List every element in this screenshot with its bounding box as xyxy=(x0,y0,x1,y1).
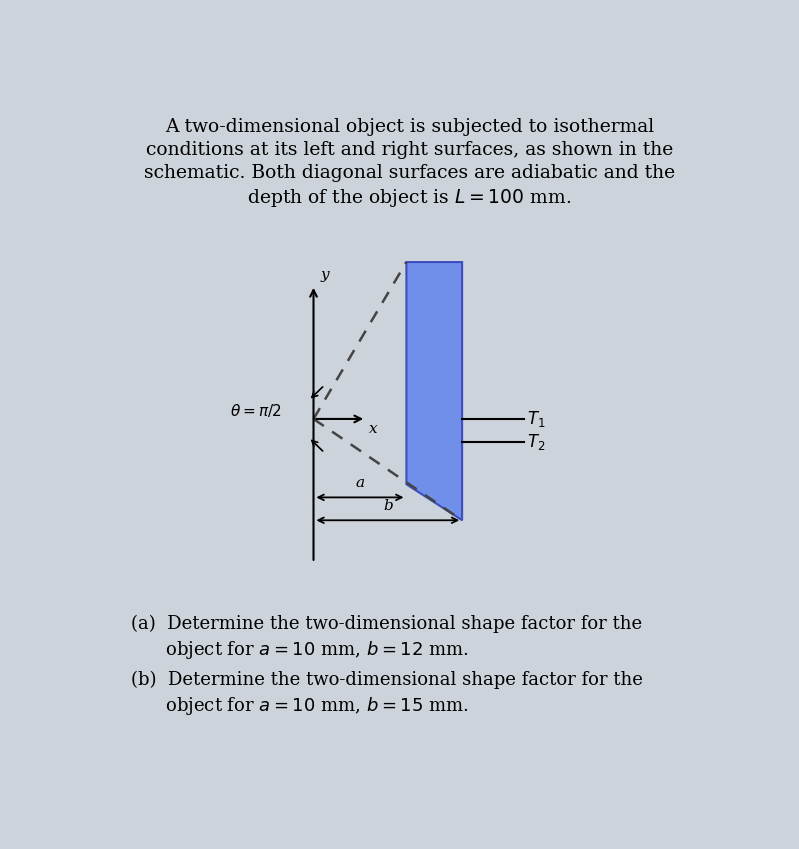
Text: conditions at its left and right surfaces, as shown in the: conditions at its left and right surface… xyxy=(146,141,673,159)
Text: $T_2$: $T_2$ xyxy=(527,432,546,452)
Text: (a)  Determine the two-dimensional shape factor for the: (a) Determine the two-dimensional shape … xyxy=(131,615,642,633)
Text: b: b xyxy=(383,499,392,513)
Text: $\theta = \pi/2$: $\theta = \pi/2$ xyxy=(230,402,282,419)
Text: x: x xyxy=(369,422,378,436)
Text: A two-dimensional object is subjected to isothermal: A two-dimensional object is subjected to… xyxy=(165,118,654,136)
Text: object for $a = 10$ mm, $b = 12$ mm.: object for $a = 10$ mm, $b = 12$ mm. xyxy=(131,639,468,661)
Text: object for $a = 10$ mm, $b = 15$ mm.: object for $a = 10$ mm, $b = 15$ mm. xyxy=(131,694,468,717)
Text: $T_1$: $T_1$ xyxy=(527,409,546,429)
Text: (b)  Determine the two-dimensional shape factor for the: (b) Determine the two-dimensional shape … xyxy=(131,671,642,689)
Text: y: y xyxy=(321,267,329,282)
Polygon shape xyxy=(407,262,462,520)
Text: schematic. Both diagonal surfaces are adiabatic and the: schematic. Both diagonal surfaces are ad… xyxy=(144,164,675,182)
Text: depth of the object is $L = 100$ mm.: depth of the object is $L = 100$ mm. xyxy=(248,187,571,209)
Text: a: a xyxy=(356,476,364,490)
